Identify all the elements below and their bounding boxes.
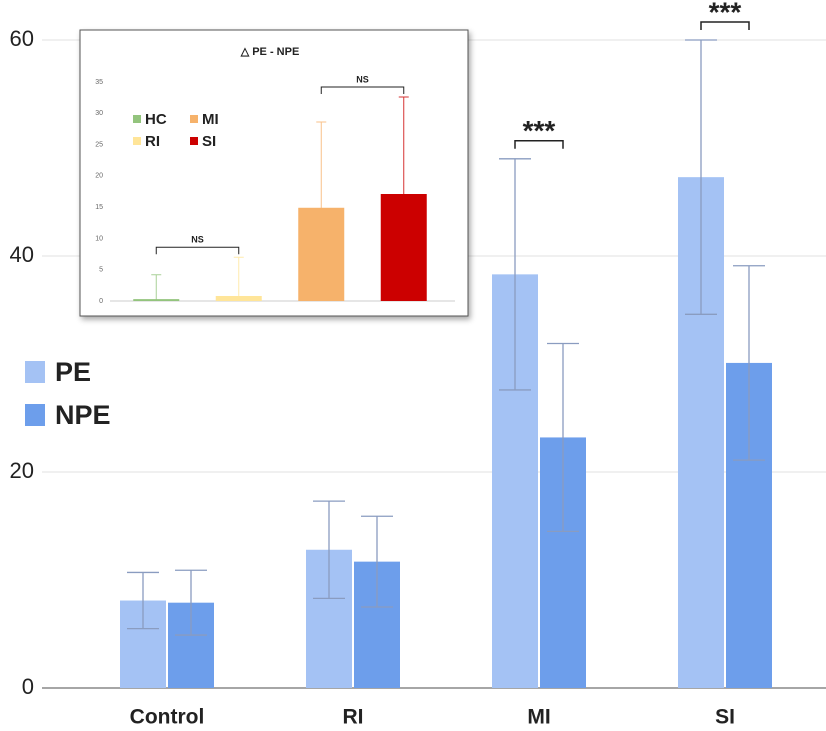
significance-bracket bbox=[514, 140, 564, 149]
x-tick-label: SI bbox=[715, 706, 735, 729]
error-bar bbox=[127, 571, 159, 630]
y-tick-label: 10 bbox=[95, 235, 103, 242]
y-tick-label: 20 bbox=[10, 458, 34, 483]
significance-bracket bbox=[155, 246, 240, 255]
x-tick-label: RI bbox=[343, 706, 364, 729]
inset-chart: △ PE - NPE 0 5 10 15 20 25 30 35 NS NS HC RI MI SI bbox=[95, 46, 455, 305]
significance-bracket bbox=[320, 86, 405, 95]
error-bar bbox=[151, 274, 162, 301]
legend-label: SI bbox=[202, 133, 216, 150]
legend-label: NPE bbox=[55, 400, 111, 430]
error-bar bbox=[547, 342, 579, 533]
error-bar bbox=[733, 265, 765, 461]
error-bar bbox=[175, 569, 207, 636]
error-bar bbox=[685, 39, 717, 315]
y-tick-label: 25 bbox=[95, 141, 103, 148]
x-tick-label: Control bbox=[130, 706, 205, 729]
legend-swatch bbox=[190, 137, 198, 145]
main-chart: 0 20 40 60 Control RI MI SI *** *** PE NPE bbox=[10, 0, 826, 729]
error-bar bbox=[316, 121, 327, 294]
chart-title: △ PE - NPE bbox=[240, 46, 300, 58]
y-tick-label: 0 bbox=[22, 674, 34, 699]
legend-label: MI bbox=[202, 111, 219, 128]
legend-swatch bbox=[133, 115, 141, 123]
legend-label: PE bbox=[55, 357, 91, 387]
x-tick-label: MI bbox=[527, 706, 550, 729]
significance-bracket bbox=[700, 21, 750, 30]
legend-label: RI bbox=[145, 133, 160, 150]
y-tick-label: 60 bbox=[10, 26, 34, 51]
legend-swatch bbox=[25, 404, 45, 426]
y-tick-label: 40 bbox=[10, 242, 34, 267]
annotation: *** bbox=[523, 115, 556, 146]
annotation: *** bbox=[709, 0, 742, 27]
error-bar bbox=[499, 158, 531, 391]
annotation: NS bbox=[356, 74, 369, 84]
y-tick-label: 15 bbox=[95, 204, 103, 211]
error-bar bbox=[313, 500, 345, 600]
legend-swatch bbox=[25, 361, 45, 383]
error-bar bbox=[233, 256, 244, 301]
y-tick-label: 20 bbox=[95, 173, 103, 180]
y-tick-label: 30 bbox=[95, 110, 103, 117]
error-bar bbox=[398, 96, 409, 291]
annotation: NS bbox=[191, 235, 204, 245]
error-bar bbox=[361, 515, 393, 608]
y-tick-label: 5 bbox=[99, 267, 103, 274]
legend-swatch bbox=[133, 137, 141, 145]
y-tick-label: 0 bbox=[99, 298, 103, 305]
legend-label: HC bbox=[145, 111, 167, 128]
legend-swatch bbox=[190, 115, 198, 123]
y-tick-label: 35 bbox=[95, 79, 103, 86]
